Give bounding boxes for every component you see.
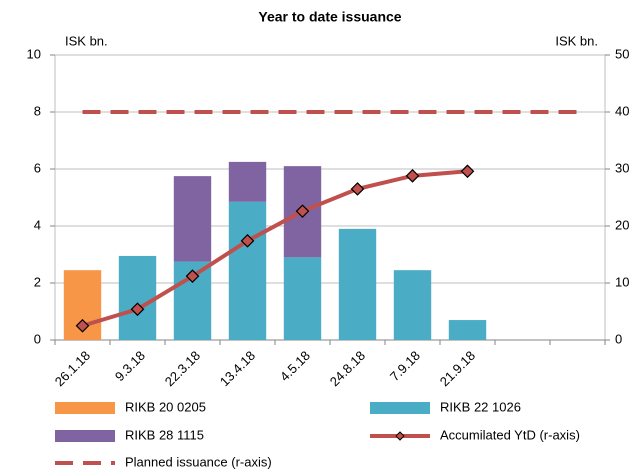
y2-tick-label: 50 bbox=[615, 46, 629, 61]
x-tick-label: 4.5.18 bbox=[277, 348, 313, 384]
legend-label: Planned issuance (r-axis) bbox=[125, 454, 272, 469]
x-tick-label: 26.1.18 bbox=[52, 348, 93, 389]
x-tick-label: 22.3.18 bbox=[162, 348, 203, 389]
legend-marker bbox=[395, 431, 405, 441]
x-tick-label: 7.9.18 bbox=[387, 348, 423, 384]
x-tick-label: 24.8.18 bbox=[327, 348, 368, 389]
y2-tick-label: 30 bbox=[615, 160, 629, 175]
legend-label: RIKB 20 0205 bbox=[125, 399, 206, 414]
x-tick-label: 13.4.18 bbox=[217, 348, 258, 389]
y2-tick-label: 10 bbox=[615, 274, 629, 289]
legend-label: Accumilated YtD (r-axis) bbox=[440, 427, 580, 442]
bar bbox=[228, 201, 267, 340]
legend-swatch bbox=[55, 430, 115, 442]
marker bbox=[240, 233, 255, 248]
bar bbox=[228, 161, 267, 202]
y-tick-label: 4 bbox=[34, 217, 41, 232]
x-tick-label: 21.9.18 bbox=[437, 348, 478, 389]
y2-tick-label: 40 bbox=[615, 103, 629, 118]
legend-swatch bbox=[55, 402, 115, 414]
marker bbox=[130, 302, 145, 317]
y2-tick-label: 20 bbox=[615, 217, 629, 232]
bar bbox=[393, 270, 432, 340]
marker bbox=[350, 182, 365, 196]
marker bbox=[460, 164, 475, 179]
y-unit-label: ISK bn. bbox=[65, 33, 108, 48]
y-tick-label: 10 bbox=[27, 46, 41, 61]
y2-unit-label: ISK bn. bbox=[555, 33, 598, 48]
legend-label: RIKB 22 1026 bbox=[440, 399, 521, 414]
legend-swatch bbox=[370, 402, 430, 414]
bar bbox=[173, 176, 212, 262]
marker bbox=[75, 318, 90, 333]
marker bbox=[295, 204, 310, 219]
bar bbox=[448, 320, 487, 340]
bar bbox=[118, 255, 157, 340]
y-tick-label: 0 bbox=[34, 331, 41, 346]
y2-tick-label: 0 bbox=[615, 331, 622, 346]
marker bbox=[185, 269, 200, 284]
bar bbox=[283, 257, 322, 340]
chart-title: Year to date issuance bbox=[258, 9, 401, 25]
bar bbox=[338, 228, 377, 340]
y-tick-label: 8 bbox=[34, 103, 41, 118]
x-tick-label: 9.3.18 bbox=[112, 348, 148, 384]
marker bbox=[405, 168, 420, 183]
y-tick-label: 2 bbox=[34, 274, 41, 289]
line bbox=[81, 169, 468, 328]
legend-label: RIKB 28 1115 bbox=[125, 427, 204, 442]
y-tick-label: 6 bbox=[34, 160, 41, 175]
